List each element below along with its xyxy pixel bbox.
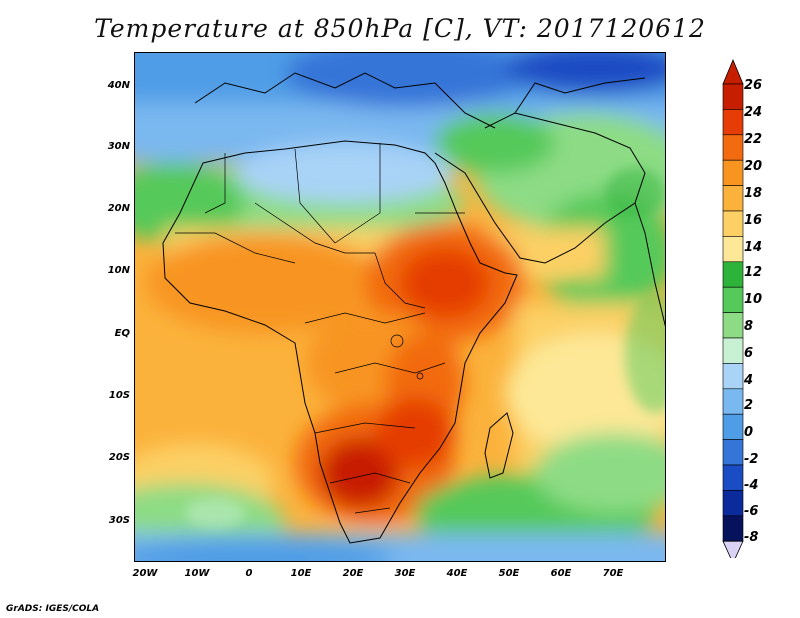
colorbar-swatch <box>722 236 744 263</box>
colorbar-swatch <box>722 210 744 237</box>
colorbar-swatch <box>722 464 744 491</box>
lat-label-20n: 20N <box>107 203 130 214</box>
colorbar-label-24: 24 <box>744 105 763 120</box>
lon-label-50e: 50E <box>498 568 520 579</box>
lat-label-30s: 30S <box>108 515 130 526</box>
lon-label-30e: 30E <box>394 568 416 579</box>
colorbar-swatch <box>722 363 744 390</box>
colorbar-label-2: 2 <box>744 398 754 413</box>
colorbar-label-18: 18 <box>744 186 763 201</box>
colorbar-swatch <box>722 490 744 517</box>
colorbar-label-22: 22 <box>744 132 763 147</box>
lon-label-60e: 60E <box>550 568 572 579</box>
colorbar-label-6: 6 <box>744 346 754 361</box>
colorbar-label-m6: -6 <box>744 504 759 519</box>
colorbar-label-16: 16 <box>744 213 763 228</box>
colorbar-arrow-bottom <box>722 540 744 558</box>
lat-label-30n: 30N <box>107 141 130 152</box>
map-panel <box>134 52 666 562</box>
colorbar-label-4: 4 <box>744 373 754 388</box>
colorbar-swatch <box>722 413 744 440</box>
lon-label-40e: 40E <box>446 568 468 579</box>
lon-label-20e: 20E <box>342 568 364 579</box>
colorbar-swatch <box>722 388 744 415</box>
colorbar-swatch <box>722 134 744 161</box>
colorbar-swatch <box>722 515 744 542</box>
colorbar-label-m2: -2 <box>744 452 759 467</box>
coastlines <box>162 72 665 544</box>
lat-label-20s: 20S <box>108 452 130 463</box>
colorbar-swatch <box>722 109 744 136</box>
lon-label-70e: 70E <box>602 568 624 579</box>
chart-title: Temperature at 850hPa [C], VT: 201712061… <box>94 14 706 43</box>
lon-label-10e: 10E <box>290 568 312 579</box>
temperature-field <box>135 53 665 561</box>
lat-label-40n: 40N <box>107 80 130 91</box>
lat-label-10n: 10N <box>107 265 130 276</box>
colorbar-label-26: 26 <box>744 78 763 93</box>
colorbar-label-12: 12 <box>744 265 763 280</box>
colorbar-label-10: 10 <box>744 292 763 307</box>
colorbar-label-14: 14 <box>744 240 763 255</box>
colorbar-swatch <box>722 185 744 212</box>
temperature-map <box>135 53 665 561</box>
colorbar-arrow-top <box>722 58 744 85</box>
colorbar-swatch <box>722 286 744 313</box>
lon-label-10w: 10W <box>184 568 210 579</box>
colorbar-swatch <box>722 337 744 364</box>
colorbar-label-0: 0 <box>744 425 754 440</box>
colorbar-label-m8: -8 <box>744 530 759 545</box>
country-borders <box>175 143 465 514</box>
colorbar-label-m4: -4 <box>744 478 759 493</box>
credit-text: GrADS: IGES/COLA <box>6 604 100 614</box>
lon-label-20w: 20W <box>132 568 158 579</box>
lat-label-eq: EQ <box>114 328 130 339</box>
colorbar-swatch <box>722 312 744 339</box>
colorbar-swatch <box>722 159 744 186</box>
lat-label-10s: 10S <box>108 390 130 401</box>
colorbar-label-8: 8 <box>744 319 754 334</box>
colorbar-swatch <box>722 439 744 466</box>
lon-label-0: 0 <box>245 568 253 579</box>
colorbar-label-20: 20 <box>744 159 763 174</box>
colorbar-swatch <box>722 83 744 110</box>
colorbar <box>722 58 744 558</box>
colorbar-swatch <box>722 261 744 288</box>
texture-field <box>185 168 665 528</box>
